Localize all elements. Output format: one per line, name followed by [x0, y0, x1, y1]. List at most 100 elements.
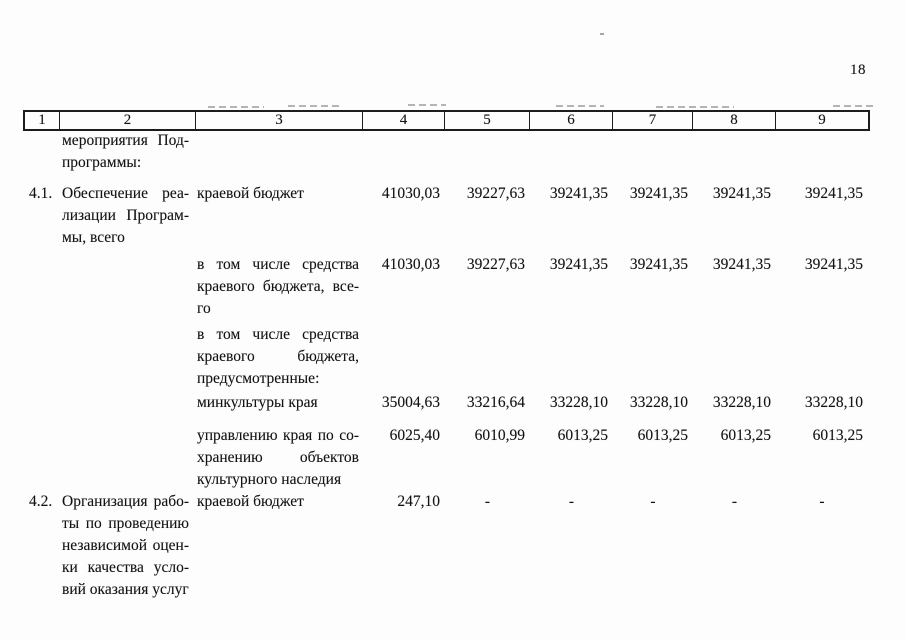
table-row: в том числе средства краевого бюджета, пре…	[25, 324, 868, 390]
value-cell: -	[650, 493, 656, 510]
budget-source-cell	[196, 130, 363, 174]
value-cell: 6013,25	[812, 427, 863, 444]
value-cell: -	[568, 493, 575, 510]
value-cell	[693, 130, 776, 174]
budget-source-cell: в том числе средства краевого бюджета, вс…	[196, 254, 363, 320]
row-number-cell	[25, 392, 60, 414]
scan-artifact	[656, 106, 734, 108]
value-cell	[363, 130, 445, 174]
text-line: Организация рабо-	[62, 493, 189, 510]
text-line: мы, всего	[62, 229, 125, 246]
value-cell: 33228,10	[549, 394, 608, 411]
value-cell: 39241,35	[629, 185, 688, 202]
value-cell	[530, 130, 613, 174]
scan-artifact	[208, 106, 264, 108]
value-cell: -	[731, 493, 738, 510]
budget-source-cell: управлению края по со-хранению объектов к…	[196, 425, 363, 491]
value-cell: 33216,64	[466, 394, 525, 411]
header-cell: 8	[693, 112, 776, 129]
value-cell	[613, 130, 693, 174]
text-line: го	[197, 300, 211, 317]
scan-artifact	[408, 104, 446, 106]
scan-speck	[600, 33, 604, 35]
text-line: мероприятия Под-	[62, 132, 189, 149]
activity-cell: Обеспечение реа-лизации Програм-мы, всег…	[60, 183, 196, 249]
activity-cell	[60, 324, 196, 390]
value-cell: 39241,35	[804, 256, 863, 273]
value-cell: 6013,25	[720, 427, 771, 444]
budget-source-cell: в том числе средства краевого бюджета, пре…	[196, 324, 363, 390]
value-cell: 35004,63	[381, 394, 440, 411]
header-cell: 5	[445, 112, 530, 129]
text-line: предусмотренные:	[197, 370, 320, 387]
header-cell: 4	[363, 112, 445, 129]
row-number-cell: 4.1.	[29, 185, 53, 202]
value-cell: 33228,10	[804, 394, 863, 411]
text-line: управлению края по со-	[197, 427, 359, 444]
header-cell: 3	[196, 112, 363, 129]
value-cell	[776, 324, 868, 390]
text-line: Обеспечение реа-	[62, 185, 189, 202]
activity-cell	[60, 392, 196, 414]
value-cell	[445, 130, 530, 174]
value-cell: -	[484, 493, 491, 510]
value-cell: 39241,35	[549, 185, 608, 202]
text-line: вий оказания услуг	[62, 581, 189, 598]
text-line: краевого бюджета, все-	[197, 278, 359, 295]
text-line: краевого бюджета,	[197, 348, 359, 365]
value-cell: 39227,63	[466, 256, 525, 273]
row-number-cell	[25, 324, 60, 390]
text-line: ки качества усло-	[62, 559, 189, 576]
header-cell: 1	[25, 112, 60, 129]
activity-cell	[60, 254, 196, 320]
activity-cell: мероприятия Под-программы:	[60, 130, 196, 174]
value-cell: 33228,10	[712, 394, 771, 411]
row-number-cell	[25, 130, 60, 174]
value-cell: 39241,35	[549, 256, 608, 273]
row-number-cell: 4.2.	[29, 493, 53, 510]
budget-source-cell: краевой бюджет	[196, 491, 363, 601]
page-number: 18	[850, 62, 866, 78]
row-number-cell	[25, 425, 60, 491]
header-cell: 7	[613, 112, 693, 129]
value-cell: 247,10	[397, 493, 440, 510]
value-cell	[776, 130, 868, 174]
value-cell: 6010,99	[474, 427, 525, 444]
activity-cell	[60, 425, 196, 491]
text-line: краевой бюджет	[197, 185, 304, 202]
header-cell: 2	[60, 112, 196, 129]
table-row: 4.2. Организация рабо-ты по проведению нез…	[25, 491, 868, 601]
value-cell	[445, 324, 530, 390]
value-cell: 39227,63	[466, 185, 525, 202]
value-cell	[693, 324, 776, 390]
text-line: минкультуры края	[197, 394, 318, 411]
value-cell	[363, 324, 445, 390]
text-line: независимой оцен-	[62, 537, 189, 554]
header-cell: 9	[818, 112, 826, 128]
text-line: в том числе средства	[197, 326, 359, 343]
value-cell: 39241,35	[629, 256, 688, 273]
activity-cell: Организация рабо-ты по проведению независ…	[60, 491, 196, 601]
value-cell: 6025,40	[389, 427, 440, 444]
value-cell	[613, 324, 693, 390]
table-row: 4.1. Обеспечение реа-лизации Програм-мы, …	[25, 183, 868, 249]
scan-artifact	[833, 105, 875, 107]
text-line: лизации Програм-	[62, 207, 189, 224]
budget-source-cell: минкультуры края	[196, 392, 363, 414]
text-line: ты по проведению	[62, 515, 189, 532]
header-cell: 6	[530, 112, 613, 129]
table-row: в том числе средства краевого бюджета, вс…	[25, 254, 868, 320]
table-row: минкультуры края 35004,63 33216,64 33228,10…	[25, 392, 868, 414]
value-cell: 41030,03	[381, 256, 440, 273]
value-cell: 39241,35	[712, 256, 771, 273]
text-line: в том числе средства	[197, 256, 359, 273]
scan-artifact	[288, 105, 340, 107]
text-line: хранению объектов	[197, 449, 359, 466]
text-line: программы:	[62, 154, 142, 171]
scan-artifact	[556, 105, 604, 107]
value-cell	[530, 324, 613, 390]
table-row: управлению края по со-хранению объектов к…	[25, 425, 868, 491]
table-row: мероприятия Под-программы:	[25, 130, 868, 174]
